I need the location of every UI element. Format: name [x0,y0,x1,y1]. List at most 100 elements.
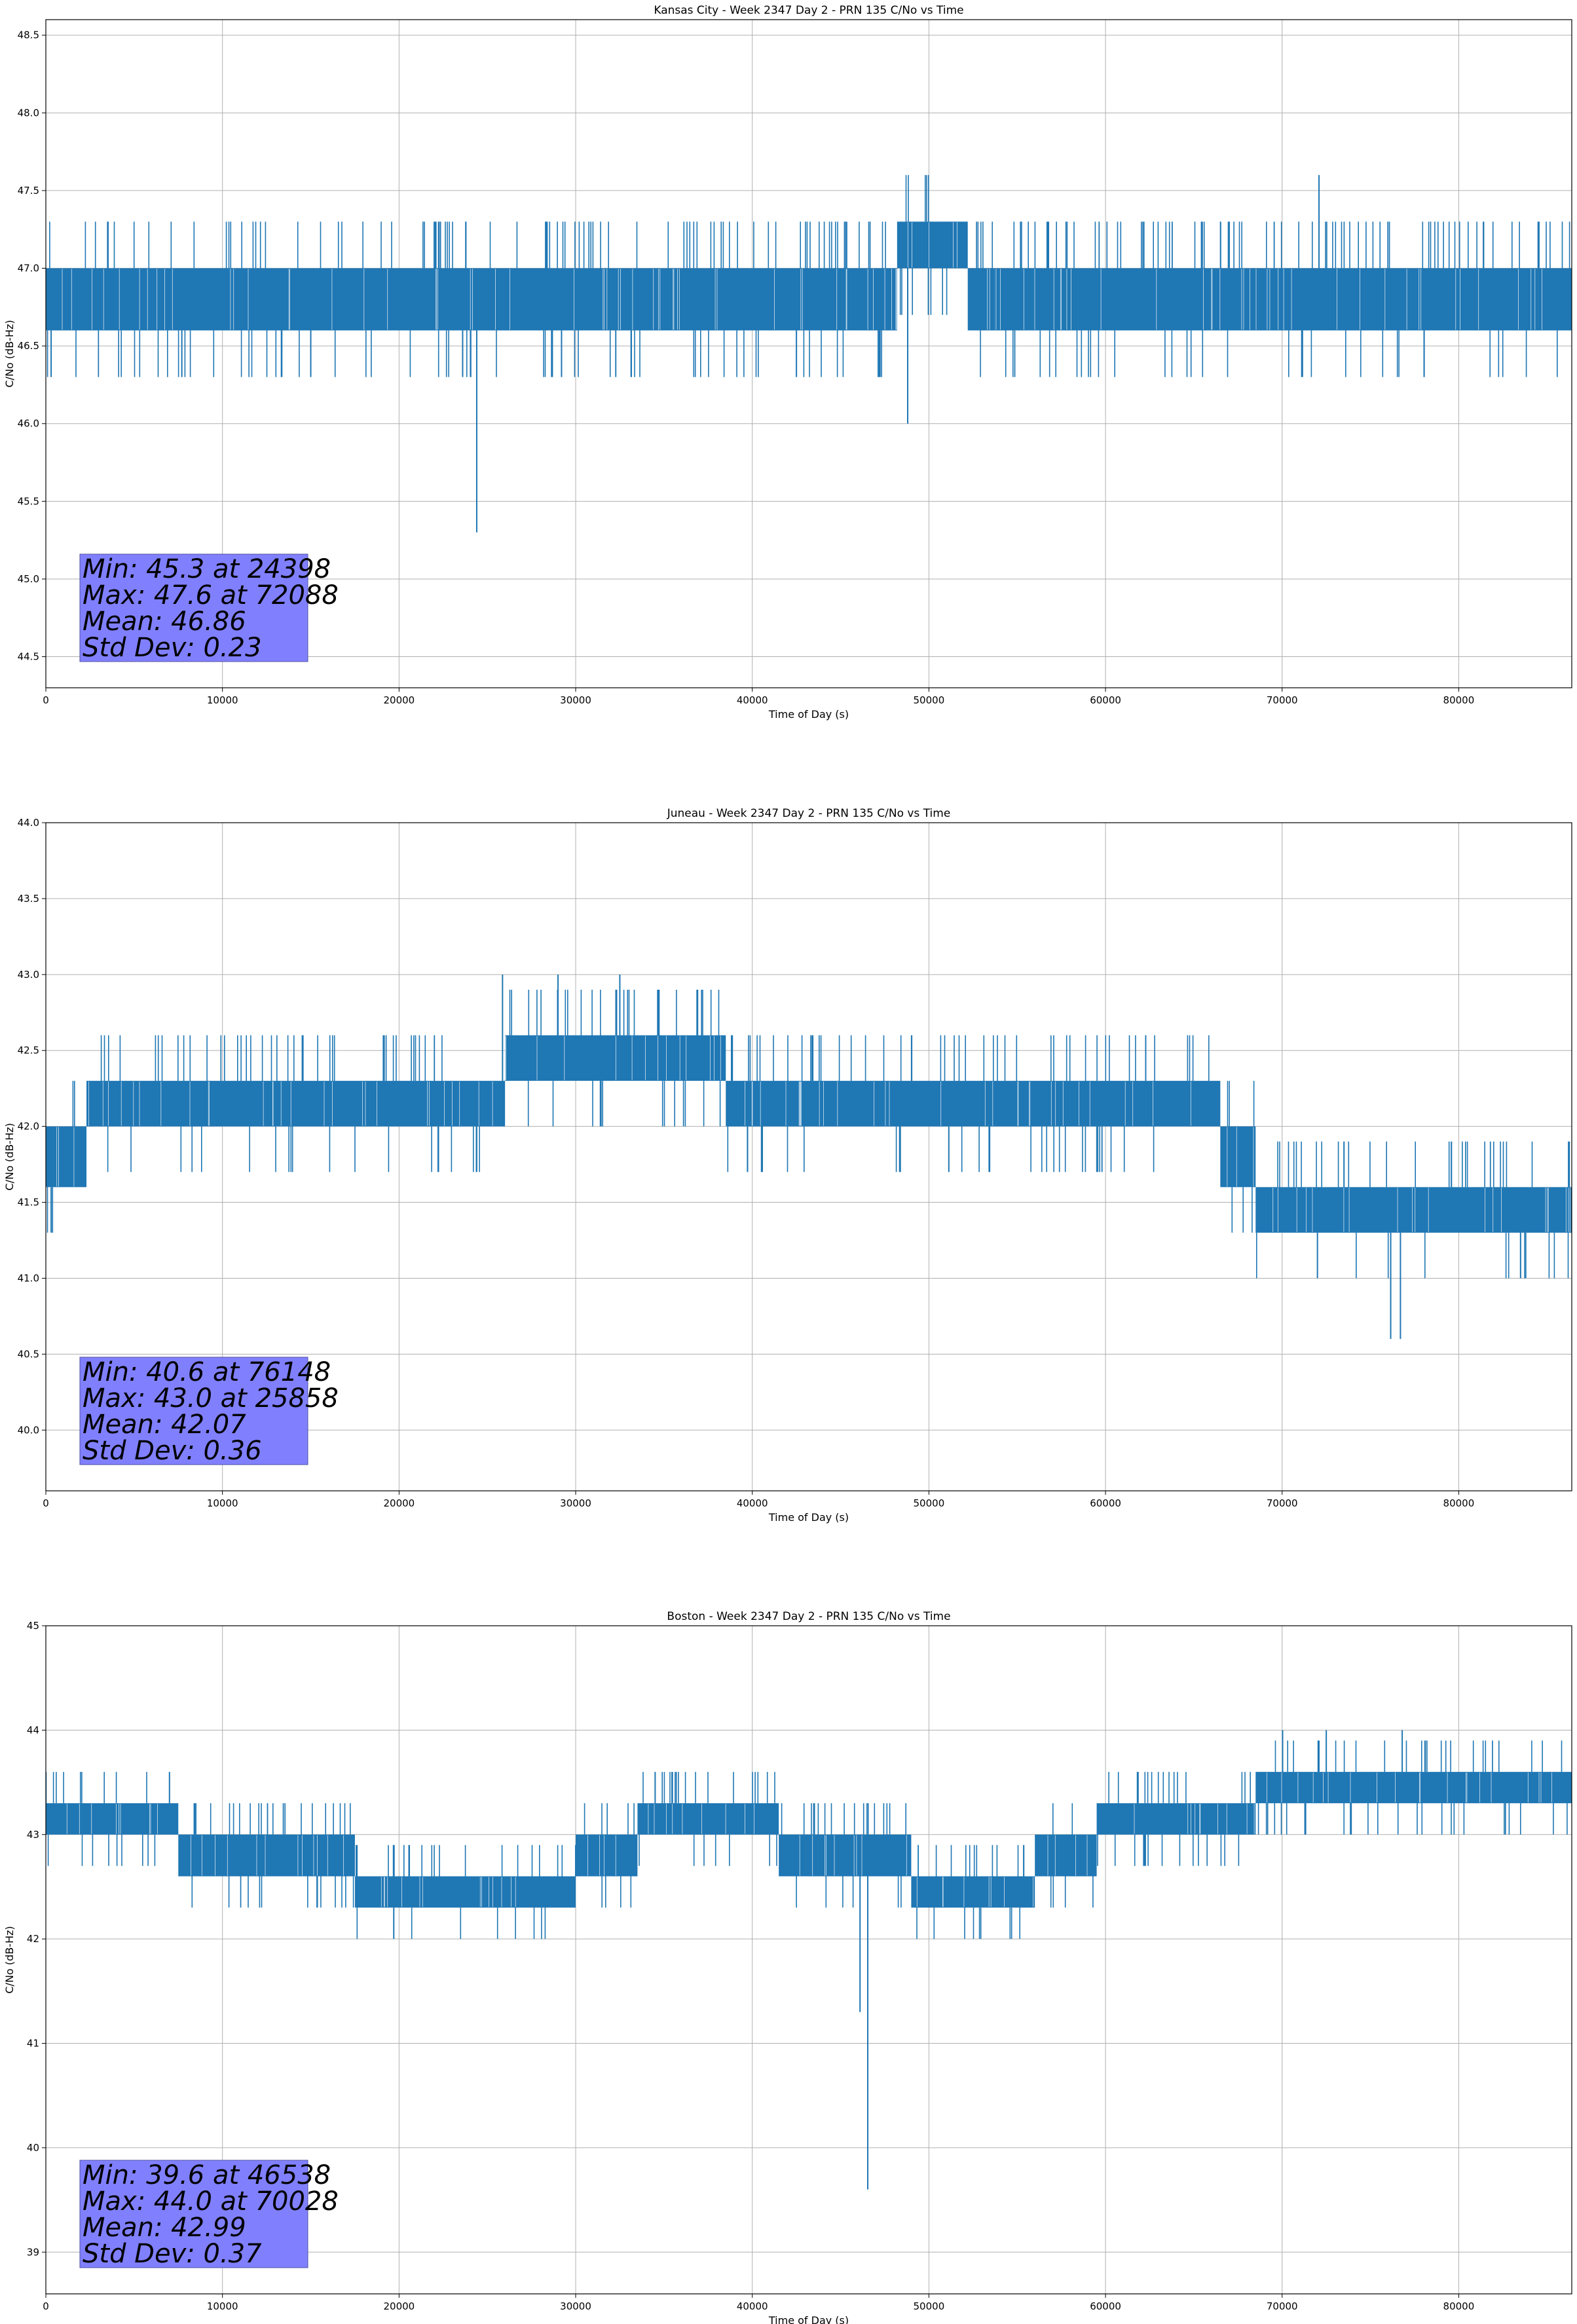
chart-1-y-tick-label: 41.5 [18,1197,39,1209]
chart-2-band-jitter [1097,1772,1251,1866]
chart-2-band-segment [779,1834,912,1877]
chart-0-x-tick-label: 30000 [560,694,591,706]
chart-0-y-tick-label: 48.0 [18,107,39,119]
chart-0-stats-box [79,553,308,662]
chart-2-y-tick-label: 43 [27,1829,39,1841]
chart-2-y-tick-label: 42 [27,1933,39,1945]
chart-0-y-tick-label: 46.0 [18,418,39,430]
chart-1-band-jitter [100,1035,480,1172]
chart-2-band-jitter [45,1772,156,1866]
chart-2-band-segment [46,1803,179,1835]
chart-0-band-segment [897,221,968,269]
chart-2-band-gaps [191,1835,344,1876]
chart-1-stats-box [79,1357,308,1465]
chart-1-band-gaps [88,1081,493,1126]
chart-1-band-segment [726,1081,1221,1127]
chart-0-y-tick-label: 44.5 [18,651,39,663]
chart-0-band-gaps [987,269,990,330]
chart-1-x-tick-label: 40000 [737,1497,768,1509]
chart-0-band-jitter [899,175,948,315]
chart-1-series [46,974,1572,1340]
chart-2-x-tick-label: 60000 [1090,2300,1121,2312]
chart-2-x-tick-label: 80000 [1443,2300,1475,2312]
chart-2-band-gaps [587,1835,616,1876]
chart-0-y-tick-label: 48.5 [18,29,39,41]
chart-1-x-tick-label: 80000 [1443,1497,1475,1509]
chart-1-stats-line: Mean: 42.07 [83,1410,246,1440]
chart-1: Juneau - Week 2347 Day 2 - PRN 135 C/No … [3,807,1572,1524]
chart-0-x-tick-label: 20000 [383,694,415,706]
chart-0-band-gaps [995,269,1542,330]
chart-1-x-tick-label: 10000 [207,1497,238,1509]
chart-0-band-segment [967,268,995,331]
chart-1-y-tick-label: 41.0 [18,1272,39,1284]
chart-2-x-axis-label: Time of Day (s) [768,2314,849,2324]
chart-2-band-gaps [648,1803,754,1834]
chart-2-band-segment [1255,1772,1572,1803]
chart-1-y-tick-label: 40.5 [18,1348,39,1360]
chart-2-y-axis-label: C/No (dB-Hz) [3,1926,16,1993]
chart-1-band-segment [86,1081,506,1127]
chart-0-x-tick-label: 70000 [1267,694,1298,706]
chart-0-x-tick-label: 40000 [737,694,768,706]
chart-0-band-jitter [976,221,993,377]
chart-2-stats-box [79,2160,308,2268]
chart-2-stats-line: Mean: 42.99 [83,2213,246,2243]
chart-2-band-jitter [1050,1803,1094,1908]
chart-2-band-segment [354,1876,576,1908]
chart-1-title: Juneau - Week 2347 Day 2 - PRN 135 C/No … [667,807,951,820]
chart-2-band-jitter [781,1803,906,1908]
chart-1-band-gaps [1272,1188,1570,1232]
chart-0-band-segment [994,268,1572,331]
chart-2-band-gaps [380,1877,516,1907]
chart-1-stats-line: Std Dev: 0.36 [83,1436,262,1466]
chart-0-band-jitter [46,221,886,377]
chart-0-title: Kansas City - Week 2347 Day 2 - PRN 135 … [654,4,963,17]
chart-1-band-jitter [46,1081,75,1233]
chart-1-band-segment [505,1035,726,1081]
chart-2-band-jitter [191,1803,354,1908]
chart-0-x-tick-label: 60000 [1090,694,1121,706]
chart-2-stats-line: Min: 39.6 at 46538 [83,2160,331,2190]
chart-0-band-gaps [45,269,897,330]
chart-1-stats-line: Min: 40.6 at 76148 [83,1357,331,1387]
chart-0-y-tick-label: 47.5 [18,185,39,197]
chart-1-band-gaps [56,1127,75,1187]
chart-0-stats-line: Min: 45.3 at 24398 [83,554,331,584]
chart-0-stats-line: Std Dev: 0.23 [83,633,262,663]
chart-2-x-tick-label: 20000 [383,2300,415,2312]
chart-0-y-tick-label: 45.5 [18,495,39,507]
chart-1-y-tick-label: 42.5 [18,1045,39,1057]
chart-1-band-gaps [1227,1127,1254,1187]
chart-1-x-axis-label: Time of Day (s) [768,1511,849,1524]
chart-0-series [45,175,1572,533]
chart-1-x-tick-label: 60000 [1090,1497,1121,1509]
chart-1-axes-frame [45,822,1572,1491]
chart-1-stats-line: Max: 43.0 at 25858 [83,1383,339,1414]
chart-2-band-segment [911,1876,1035,1908]
chart-2-band-jitter [639,1772,777,1866]
chart-2-band-segment [1035,1834,1097,1877]
chart-2-series [45,1730,1572,2190]
chart-1-y-tick-label: 44.0 [18,817,39,829]
chart-0-y-tick-label: 46.5 [18,340,39,352]
chart-0-x-tick-label: 50000 [914,694,945,706]
chart-1-y-tick-label: 43.0 [18,969,39,981]
chart-0-y-axis-label: C/No (dB-Hz) [3,320,16,387]
chart-0-stats-line: Mean: 46.86 [83,607,246,637]
chart-1-band-segment [1220,1126,1256,1188]
chart-0-axes-frame [45,19,1572,688]
chart-2-band-jitter [1257,1740,1568,1835]
chart-2-x-tick-label: 50000 [914,2300,945,2312]
chart-2-x-tick-label: 30000 [560,2300,591,2312]
chart-2-x-tick-label: 70000 [1267,2300,1298,2312]
chart-0-band-jitter [1005,221,1570,377]
chart-1-y-tick-label: 43.5 [18,893,39,905]
chart-0-x-tick-label: 10000 [207,694,238,706]
chart-0-band-segment [46,268,897,331]
chart-2-band-segment [178,1834,355,1877]
chart-2: Boston - Week 2347 Day 2 - PRN 135 C/No … [3,1610,1572,2324]
chart-2-band-jitter [584,1803,635,1908]
chart-2-y-tick-label: 40 [27,2142,39,2154]
